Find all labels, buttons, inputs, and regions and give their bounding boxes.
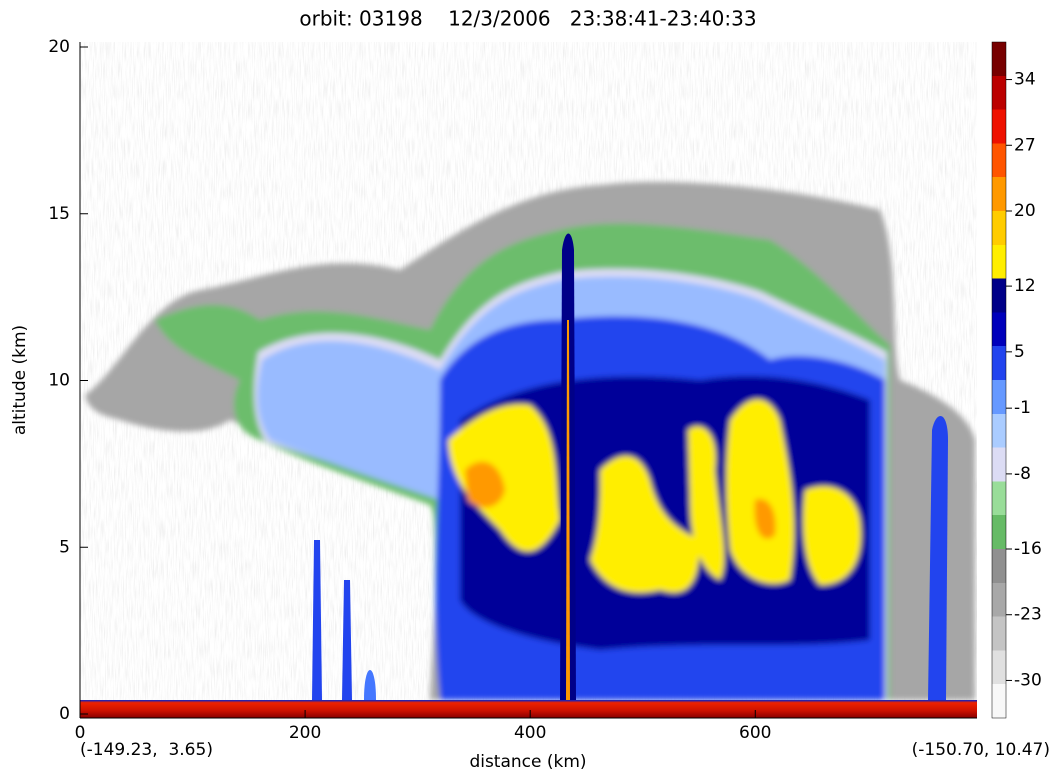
y-tick-label: 20 [48, 37, 70, 57]
colorbar-tick-label: 12 [1014, 276, 1036, 296]
chart-title: orbit: 03198 12/3/2006 23:38:41-23:40:33 [299, 7, 756, 31]
y-tick-label: 0 [59, 704, 70, 724]
end-coordinate: (-150.70, 10.47) [912, 740, 1050, 760]
x-tick-label: 600 [739, 723, 771, 743]
y-tick-label: 5 [59, 537, 70, 557]
x-tick-label: 200 [289, 723, 321, 743]
start-coordinate: (-149.23, 3.65) [80, 740, 213, 760]
y-axis-title: altitude (km) [10, 325, 30, 435]
colorbar-tick-label: -23 [1014, 605, 1042, 625]
colorbar-tick-label: -8 [1014, 464, 1031, 484]
colorbar-tick-label: -16 [1014, 539, 1042, 559]
y-tick-label: 15 [48, 204, 70, 224]
colorbar-tick-label: 20 [1014, 201, 1036, 221]
radar-field [80, 42, 977, 718]
x-tick-label: 400 [514, 723, 546, 743]
x-axis-title: distance (km) [469, 752, 586, 772]
colorbar-tick-label: -30 [1014, 670, 1042, 690]
x-tick-label: 0 [75, 723, 86, 743]
colorbar-tick-label: 27 [1014, 135, 1036, 155]
colorbar [991, 41, 1007, 719]
colorbar-tick-label: 34 [1014, 70, 1036, 90]
y-tick-label: 10 [48, 371, 70, 391]
colorbar-tick-label: -1 [1014, 398, 1031, 418]
colorbar-tick-label: 5 [1014, 342, 1025, 362]
